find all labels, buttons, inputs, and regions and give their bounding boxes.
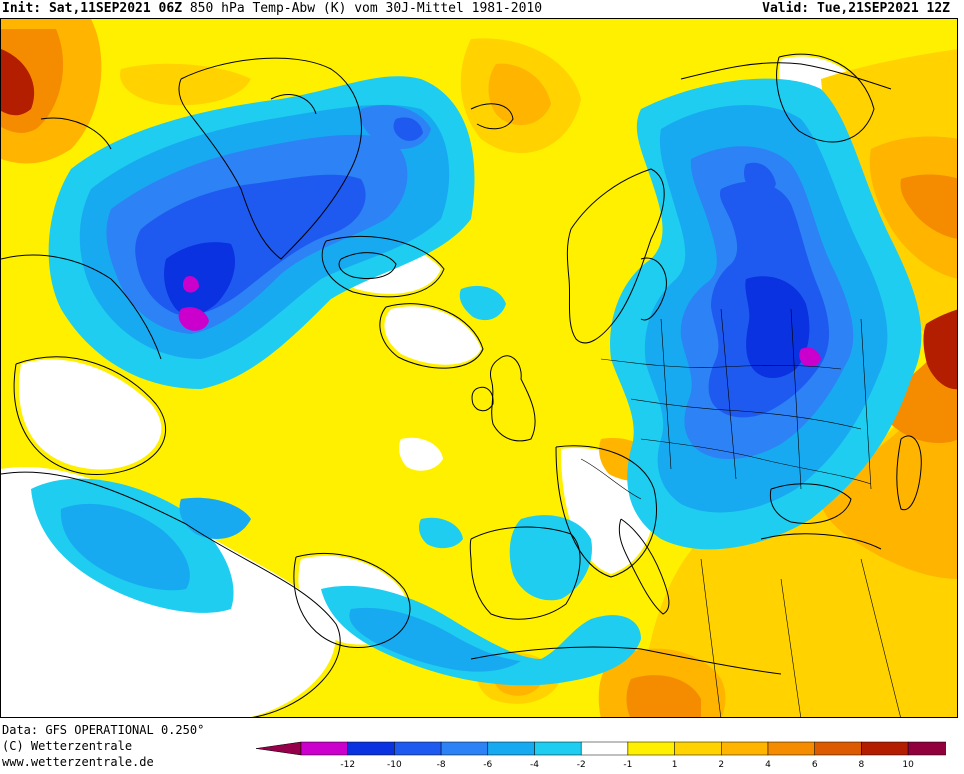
borders — [580, 308, 901, 717]
legend-tick-label: 2 — [718, 760, 724, 770]
legend-tick-label: 6 — [812, 760, 818, 770]
legend-low-arrow — [255, 741, 302, 756]
legend-tick-label: 1 — [672, 760, 678, 770]
legend-canvas: -12-10-8-6-4-2-1124681012 — [255, 741, 964, 770]
legend-tick-label: -4 — [530, 760, 539, 770]
legend-tick-label: 4 — [765, 760, 771, 770]
header: Init: Sat,11SEP2021 06Z 850 hPa Temp-Abw… — [0, 0, 964, 18]
anomaly-map — [0, 18, 958, 718]
legend-swatch — [721, 741, 769, 756]
legend-tick-label: -12 — [340, 760, 355, 770]
website-label: www.wetterzentrale.de — [2, 755, 154, 769]
legend-tick-label: 8 — [859, 760, 865, 770]
legend-swatch — [814, 741, 862, 756]
legend-swatch — [347, 741, 395, 756]
legend-tick-labels: -12-10-8-6-4-2-1124681012 — [340, 760, 960, 770]
legend-swatch — [487, 741, 535, 756]
legend-bar — [255, 741, 964, 756]
legend-tick-label: -10 — [387, 760, 402, 770]
valid-time: Tue,21SEP2021 12Z — [816, 1, 950, 16]
map-canvas — [1, 19, 957, 717]
valid-label: Valid: — [762, 1, 810, 16]
cold-anomaly-areas — [31, 76, 922, 686]
legend-swatch — [580, 741, 629, 756]
legend-swatch — [674, 741, 722, 756]
color-legend: -12-10-8-6-4-2-1124681012 — [255, 740, 964, 770]
copyright-label: (C) Wetterzentrale — [2, 739, 133, 753]
init-text: Init: Sat,11SEP2021 06Z 850 hPa Temp-Abw… — [2, 0, 542, 18]
data-source-label: Data: GFS OPERATIONAL 0.250° — [2, 723, 205, 737]
parameter-description: 850 hPa Temp-Abw (K) vom 30J-Mittel 1981… — [189, 1, 543, 16]
footer: Data: GFS OPERATIONAL 0.250° (C) Wetterz… — [0, 720, 964, 770]
init-label: Init: — [2, 1, 42, 16]
legend-swatch — [861, 741, 909, 756]
legend-swatch — [394, 741, 442, 756]
legend-swatch — [534, 741, 582, 756]
contour-lines — [1, 53, 875, 717]
valid-text: Valid: Tue,21SEP2021 12Z — [762, 0, 950, 18]
legend-tick-label: -8 — [437, 760, 446, 770]
legend-swatch — [907, 741, 956, 756]
legend-swatch — [440, 741, 489, 756]
legend-tick-label: -6 — [483, 760, 492, 770]
legend-swatch — [627, 741, 675, 756]
legend-swatch — [300, 741, 348, 756]
legend-swatch — [767, 741, 815, 756]
legend-tick-label: 10 — [902, 760, 914, 770]
legend-tick-label: -1 — [623, 760, 632, 770]
init-time: Sat,11SEP2021 06Z — [48, 1, 183, 16]
coastlines — [1, 57, 922, 675]
legend-tick-label: -2 — [577, 760, 586, 770]
